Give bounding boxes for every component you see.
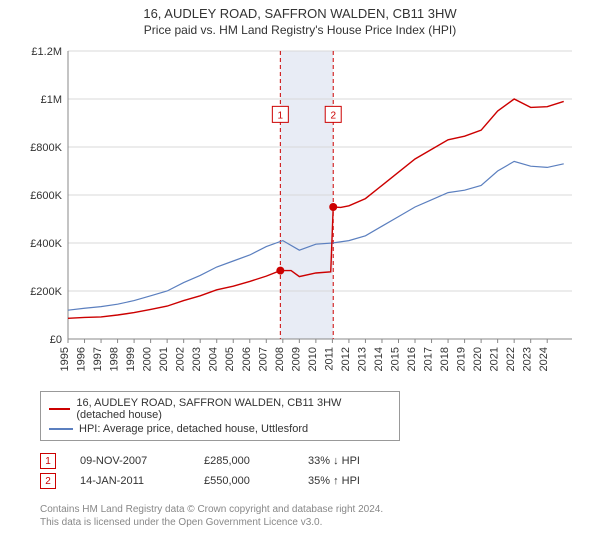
sale-row: 2 14-JAN-2011 £550,000 35% ↑ HPI <box>40 471 600 491</box>
x-tick-label: 2019 <box>456 347 468 371</box>
x-tick-label: 2016 <box>406 347 418 371</box>
chart-svg: £0 £200K £400K £600K £800K £1M £1.2M 1995 1996 19… <box>20 43 580 383</box>
legend-swatch <box>49 428 73 430</box>
legend-row: HPI: Average price, detached house, Uttl… <box>49 422 391 436</box>
sale-delta: 35% ↑ HPI <box>308 475 388 487</box>
x-tick-label: 1996 <box>76 347 88 371</box>
x-tick-label: 2003 <box>191 347 203 371</box>
sale-dot <box>329 203 337 211</box>
sale-marker: 1 <box>40 453 56 469</box>
y-tick-label: £0 <box>50 334 62 346</box>
x-tick-label: 2006 <box>241 347 253 371</box>
x-tick-label: 2008 <box>274 347 286 371</box>
x-tick-label: 2021 <box>489 347 501 371</box>
page-title: 16, AUDLEY ROAD, SAFFRON WALDEN, CB11 3H… <box>0 6 600 21</box>
x-tick-label: 2004 <box>208 347 220 371</box>
x-tick-label: 2014 <box>373 347 385 371</box>
x-tick-label: 2010 <box>307 347 319 371</box>
x-tick-label: 2018 <box>439 347 451 371</box>
y-tick-label: £800K <box>30 142 62 154</box>
x-tick-label: 2017 <box>423 347 435 371</box>
x-tick-label: 2001 <box>158 347 170 371</box>
x-tick-label: 2005 <box>224 347 236 371</box>
sales-list: 1 09-NOV-2007 £285,000 33% ↓ HPI 2 14-JAN-201… <box>40 451 600 491</box>
sale-price: £285,000 <box>204 455 284 467</box>
x-tick-label: 1997 <box>92 347 104 371</box>
legend-row: 16, AUDLEY ROAD, SAFFRON WALDEN, CB11 3H… <box>49 396 391 422</box>
sale-delta: 33% ↓ HPI <box>308 455 388 467</box>
sale-dot <box>276 267 284 275</box>
footer-line1: Contains HM Land Registry data © Crown c… <box>40 503 600 516</box>
legend-swatch <box>49 408 70 410</box>
footer-line2: This data is licensed under the Open Gov… <box>40 516 600 529</box>
y-tick-label: £400K <box>30 238 62 250</box>
x-tick-label: 2007 <box>257 347 269 371</box>
page-subtitle: Price paid vs. HM Land Registry's House … <box>0 23 600 37</box>
x-tick-label: 2015 <box>389 347 401 371</box>
x-tick-label: 2024 <box>538 347 550 371</box>
x-tick-label: 2023 <box>522 347 534 371</box>
x-tick-label: 2022 <box>505 347 517 371</box>
x-tick-label: 1995 <box>59 347 71 371</box>
sale-marker-label: 2 <box>330 110 336 121</box>
y-tick-label: £600K <box>30 190 62 202</box>
legend-label: HPI: Average price, detached house, Uttl… <box>79 423 308 435</box>
sale-price: £550,000 <box>204 475 284 487</box>
x-tick-label: 2020 <box>472 347 484 371</box>
x-tick-label: 1998 <box>109 347 121 371</box>
sale-marker-label: 1 <box>278 110 284 121</box>
x-tick-label: 2013 <box>356 347 368 371</box>
y-tick-label: £200K <box>30 286 62 298</box>
sale-marker: 2 <box>40 473 56 489</box>
x-tick-label: 2009 <box>290 347 302 371</box>
footer: Contains HM Land Registry data © Crown c… <box>40 503 600 529</box>
x-tick-label: 1999 <box>125 347 137 371</box>
legend-label: 16, AUDLEY ROAD, SAFFRON WALDEN, CB11 3H… <box>76 397 391 421</box>
x-tick-label: 2011 <box>323 347 335 371</box>
price-chart: £0 £200K £400K £600K £800K £1M £1.2M 1995 1996 19… <box>20 43 580 383</box>
y-tick-label: £1.2M <box>31 46 62 58</box>
sale-row: 1 09-NOV-2007 £285,000 33% ↓ HPI <box>40 451 600 471</box>
x-tick-label: 2002 <box>175 347 187 371</box>
sale-date: 14-JAN-2011 <box>80 475 180 487</box>
x-tick-label: 2000 <box>142 347 154 371</box>
y-tick-label: £1M <box>41 94 62 106</box>
x-tick-label: 2012 <box>340 347 352 371</box>
sale-date: 09-NOV-2007 <box>80 455 180 467</box>
legend: 16, AUDLEY ROAD, SAFFRON WALDEN, CB11 3H… <box>40 391 400 441</box>
